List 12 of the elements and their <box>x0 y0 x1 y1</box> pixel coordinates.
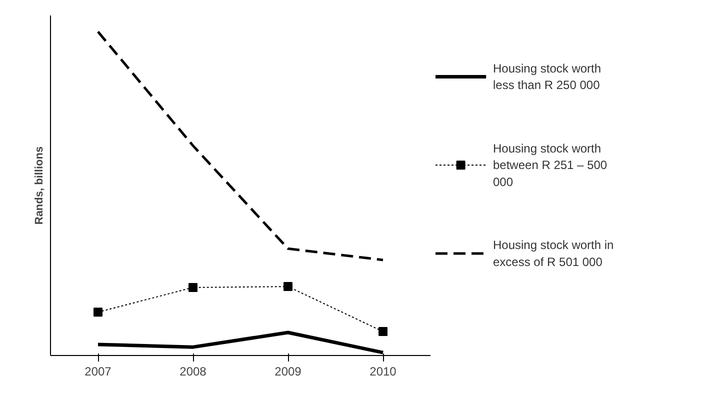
point <box>378 327 388 336</box>
point <box>284 282 292 292</box>
x-tick-label: 2007 <box>84 364 112 378</box>
legend-label: Housing stock worth in excess of R 501 000 <box>493 238 614 269</box>
point <box>94 308 102 317</box>
y-axis-title: Rands, billions <box>34 146 46 225</box>
x-tick-label: 2008 <box>180 364 207 378</box>
legend-label: Housing stock worth between R 251 – 500 000 <box>493 141 608 189</box>
legend-label: Housing stock worth less than R 250 000 <box>493 61 602 92</box>
point <box>188 283 198 292</box>
x-tick-label: 2009 <box>274 364 302 378</box>
x-tick-label: 2010 <box>370 364 397 378</box>
